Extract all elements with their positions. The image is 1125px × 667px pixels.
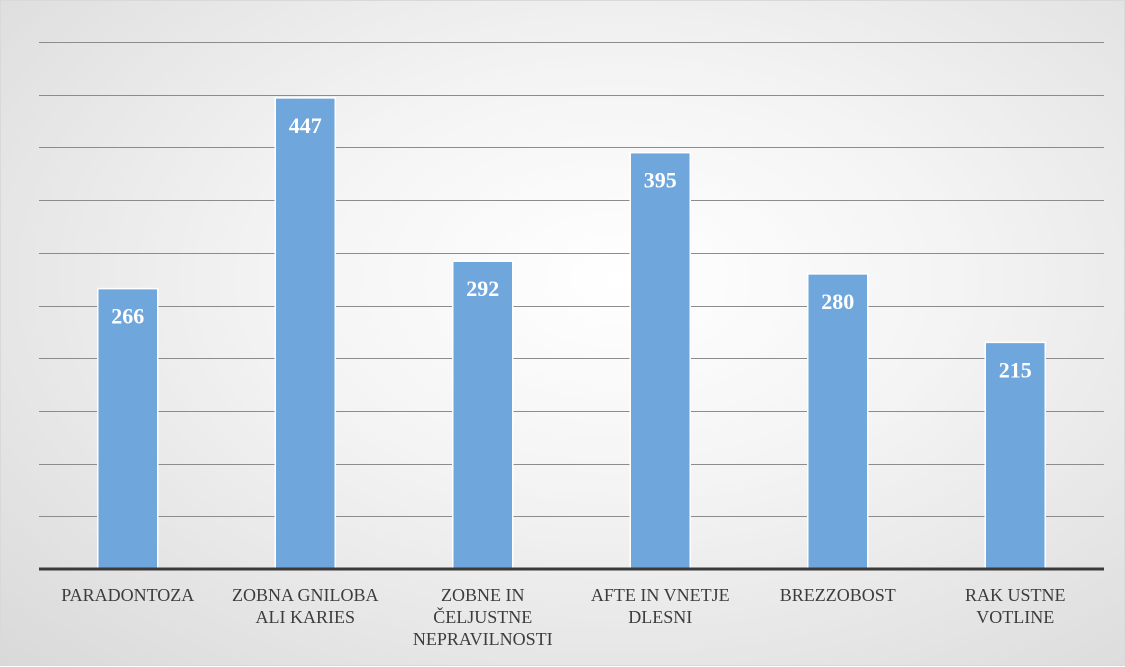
category-label: PARADONTOZA bbox=[61, 585, 194, 605]
category-label: ZOBNE IN ČELJUSTNE NEPRAVILNOSTI bbox=[413, 585, 553, 649]
bar bbox=[807, 273, 869, 570]
bar bbox=[629, 151, 691, 570]
data-label: 280 bbox=[821, 289, 854, 314]
data-label: 292 bbox=[466, 276, 499, 301]
category-label: RAK USTNE VOTLINE bbox=[965, 585, 1066, 627]
bar bbox=[97, 287, 159, 570]
data-label: 447 bbox=[289, 113, 322, 138]
data-labels: 266 447 292 395 280 215 bbox=[111, 113, 1032, 383]
data-label: 266 bbox=[111, 304, 144, 329]
category-labels: PARADONTOZA ZOBNA GNILOBA ALI KARIES ZOBNE … bbox=[61, 585, 1065, 649]
category-label: ZOBNA GNILOBA ALI KARIES bbox=[232, 585, 379, 627]
bar bbox=[984, 341, 1046, 570]
bar bbox=[452, 260, 514, 570]
data-label: 215 bbox=[999, 357, 1032, 382]
category-label: BREZZOBOST bbox=[780, 585, 896, 605]
bars bbox=[97, 97, 1046, 570]
gridlines bbox=[39, 42, 1104, 517]
category-label: AFTE IN VNETJE DLESNI bbox=[591, 585, 730, 627]
data-label: 395 bbox=[644, 168, 677, 193]
bar bbox=[274, 97, 336, 570]
